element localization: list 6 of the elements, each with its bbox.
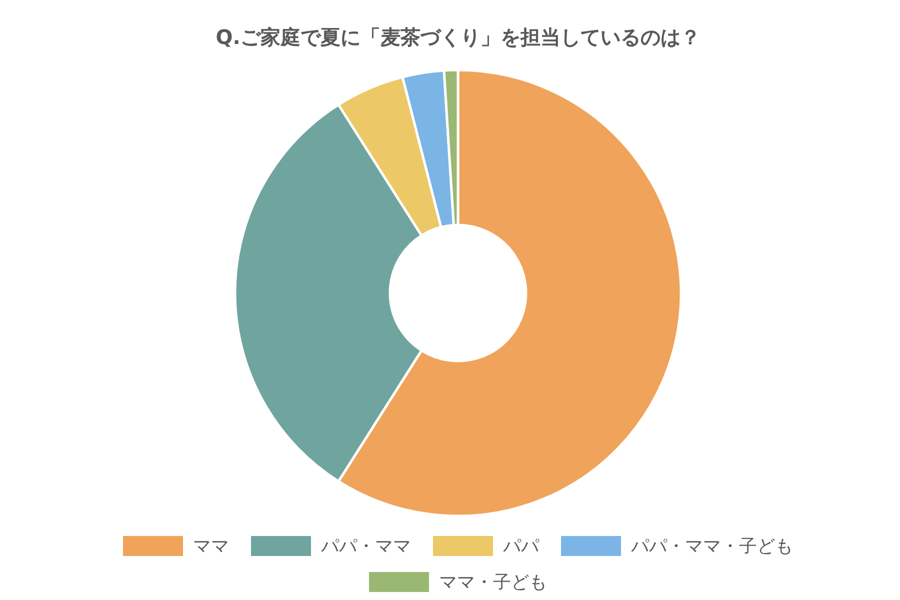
legend-label: ママ xyxy=(193,536,229,557)
legend-label: パパ・ママ・子ども xyxy=(630,536,793,557)
chart-title: Q.ご家庭で夏に「麦茶づくり」を担当しているのは？ xyxy=(216,25,700,49)
legend-label: ママ・子ども xyxy=(439,572,547,593)
legend-label: パパ xyxy=(502,536,540,557)
legend-label: パパ・ママ xyxy=(320,536,411,557)
